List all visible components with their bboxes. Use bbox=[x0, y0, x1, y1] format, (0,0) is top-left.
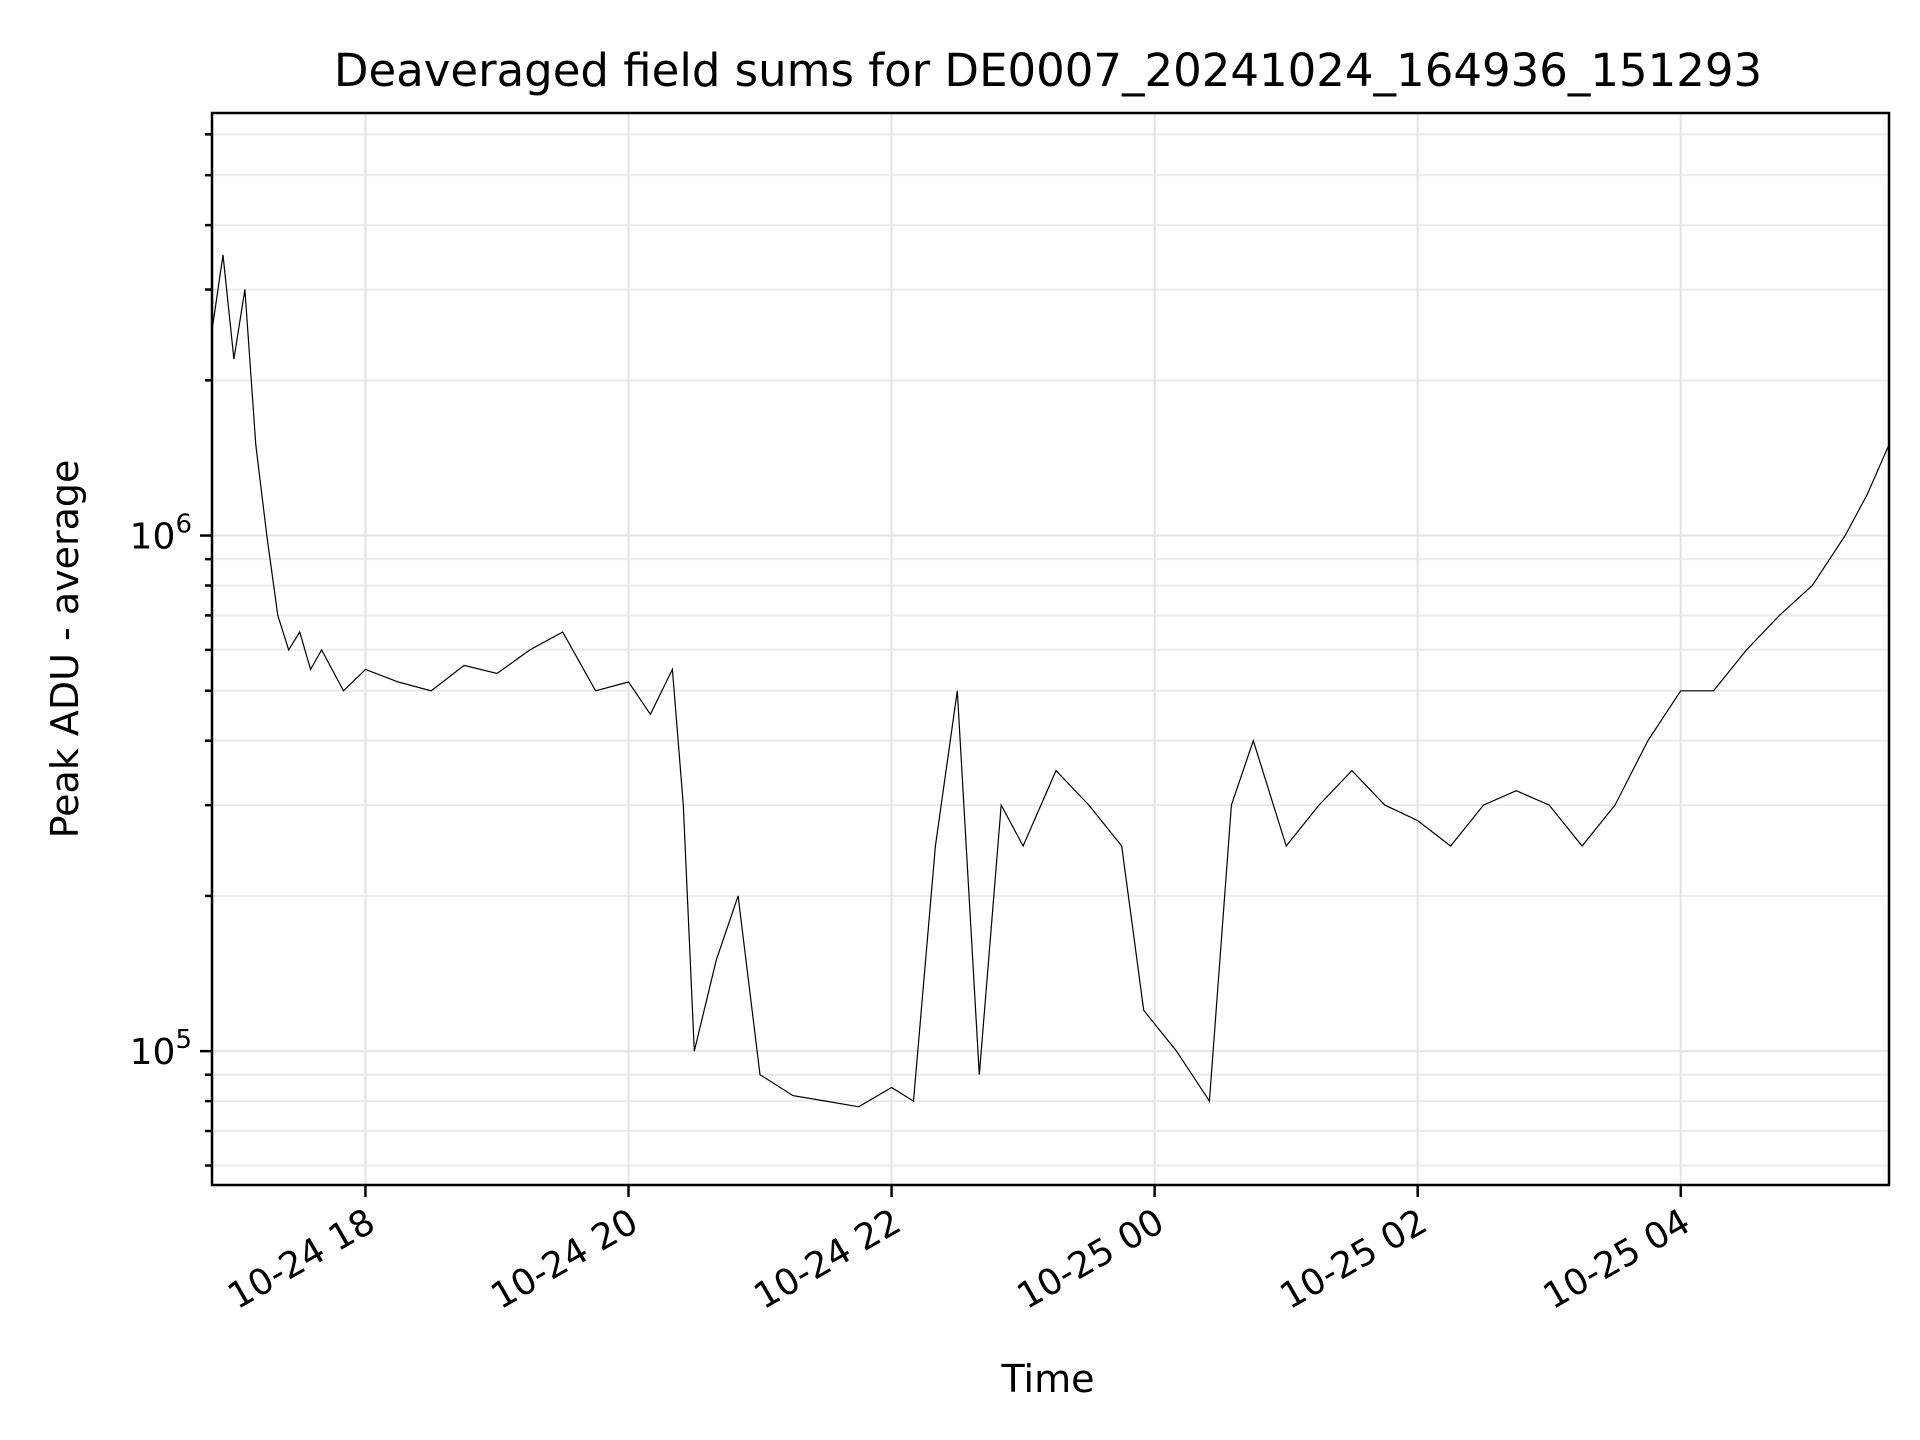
x-axis-label: Time bbox=[1001, 1357, 1095, 1401]
chart-title: Deaveraged field sums for DE0007_2024102… bbox=[334, 44, 1762, 97]
y-axis-label: Peak ADU - average bbox=[43, 460, 87, 839]
